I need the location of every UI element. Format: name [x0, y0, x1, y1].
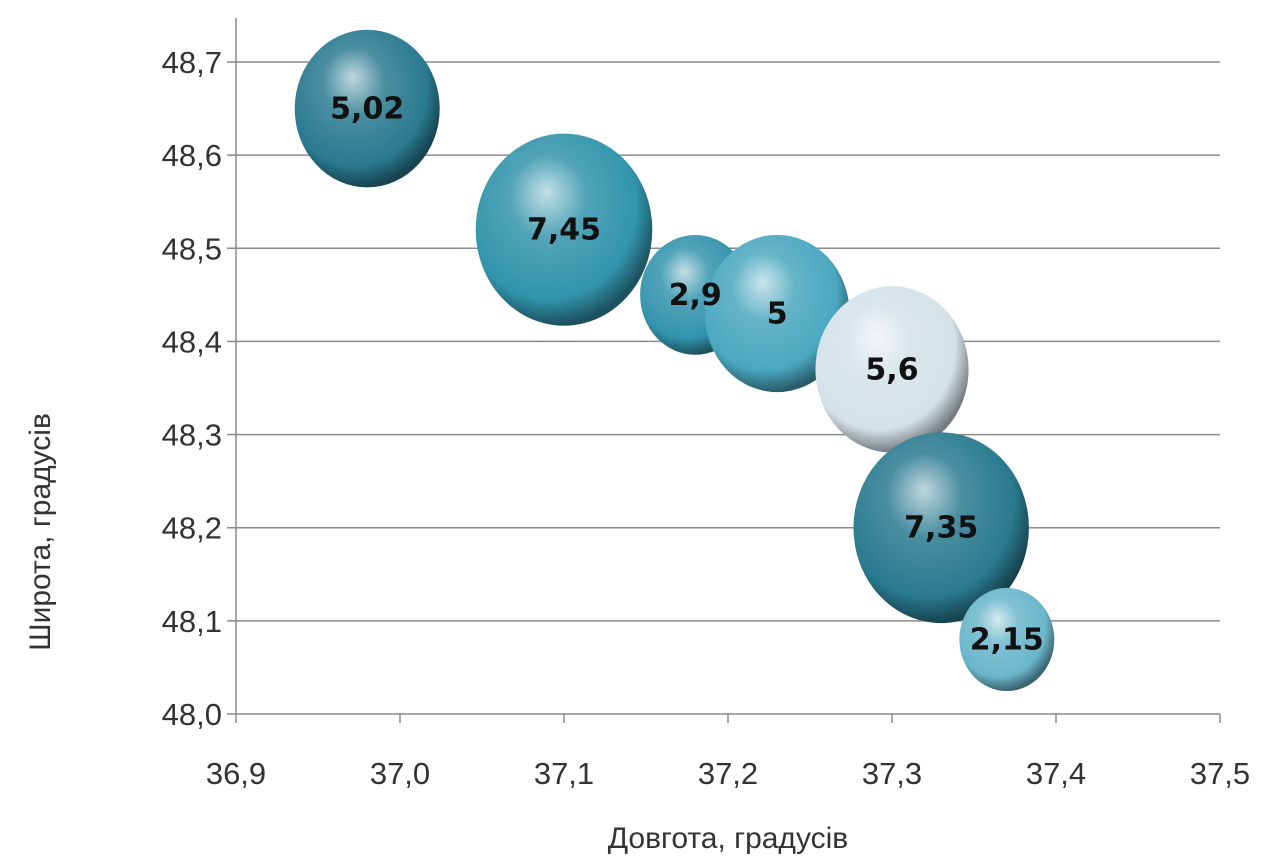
x-tick-label: 37,0 — [370, 756, 430, 791]
bubble-labels: 5,02 7,45 2,9 5 5,6 7,35 2,15 — [330, 92, 1044, 658]
y-tick-labels: 48,0 48,1 48,2 48,3 48,4 48,5 48,6 48,7 — [162, 45, 222, 732]
y-tick-label: 48,5 — [162, 231, 222, 266]
x-tick-label: 37,4 — [1026, 756, 1086, 791]
bubble-label: 5,02 — [330, 92, 404, 127]
x-tick-label: 36,9 — [206, 756, 266, 791]
bubble-label: 5 — [767, 296, 788, 331]
bubble-label: 2,9 — [669, 278, 722, 313]
bubble — [294, 29, 440, 188]
x-tick-label: 37,1 — [534, 756, 594, 791]
y-tick-label: 48,6 — [162, 138, 222, 173]
bubble — [704, 234, 850, 393]
bubble-label: 2,15 — [970, 622, 1044, 657]
bubbles — [294, 29, 1055, 692]
bubble — [853, 432, 1029, 624]
bubble-label: 7,35 — [904, 511, 978, 546]
y-tick-label: 48,0 — [162, 697, 222, 732]
y-tick-label: 48,7 — [162, 45, 222, 80]
y-tick-label: 48,4 — [162, 324, 222, 359]
y-tick-label: 48,2 — [162, 511, 222, 546]
bubble — [475, 133, 653, 326]
x-axis-title: Довгота, градусів — [608, 822, 848, 855]
axes — [227, 18, 1221, 723]
y-axis-title: Широта, градусів — [24, 413, 57, 651]
bubble — [815, 286, 969, 453]
x-tick-label: 37,2 — [698, 756, 758, 791]
bubble — [959, 587, 1055, 692]
y-tick-label: 48,3 — [162, 418, 222, 453]
bubble-label: 5,6 — [865, 352, 918, 387]
x-tick-label: 37,3 — [862, 756, 922, 791]
x-tick-labels: 36,9 37,0 37,1 37,2 37,3 37,4 37,5 — [206, 756, 1250, 791]
bubble-label: 7,45 — [527, 213, 601, 248]
y-tick-label: 48,1 — [162, 604, 222, 639]
x-tick-label: 37,5 — [1190, 756, 1250, 791]
